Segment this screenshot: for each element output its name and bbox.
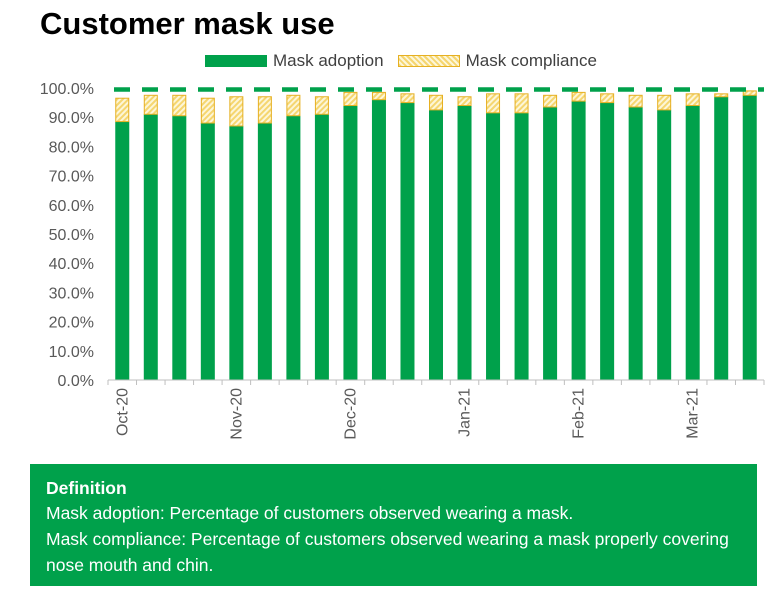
legend-label-compliance: Mask compliance — [465, 51, 597, 70]
bar-compliance — [343, 91, 358, 107]
bar-compliance — [457, 96, 472, 107]
bar-adoption — [600, 102, 615, 380]
y-tick-label: 30.0% — [49, 285, 94, 302]
bar-adoption — [571, 101, 586, 380]
bar-compliance — [742, 90, 757, 96]
x-tick-label: Nov-20 — [228, 388, 245, 440]
bar-compliance — [286, 94, 301, 117]
bar-adoption — [714, 96, 729, 380]
y-tick-label: 40.0% — [49, 256, 94, 273]
bar-compliance — [685, 93, 700, 107]
bar-adoption — [200, 123, 215, 380]
x-tick-label: Oct-20 — [114, 388, 131, 436]
bar-adoption — [172, 115, 187, 381]
definition-heading: Definition — [46, 478, 127, 498]
bar-adoption — [628, 106, 643, 380]
y-axis: 0.0% 10.0% 20.0% 30.0% 40.0% 50.0% 60.0% 70.0% 8… — [40, 81, 94, 390]
y-tick-label: 70.0% — [49, 169, 94, 186]
legend-item-adoption: Mask adoption — [205, 51, 384, 71]
legend-swatch-adoption — [205, 55, 267, 67]
y-tick-label: 90.0% — [49, 110, 94, 127]
chart-legend: Mask adoption Mask compliance — [205, 50, 611, 72]
bar-adoption — [314, 114, 329, 380]
bar-adoption — [229, 125, 244, 381]
bar-compliance — [172, 94, 187, 117]
bar-adoption — [742, 95, 757, 381]
definition-compliance-text: Mask compliance: Percentage of customers… — [46, 529, 729, 575]
bar-compliance — [257, 96, 272, 124]
bar-adoption — [371, 99, 386, 381]
bar-compliance — [314, 96, 329, 115]
x-tick-label: Jan-21 — [457, 388, 474, 437]
bar-compliance — [514, 93, 529, 114]
bar-compliance — [600, 93, 615, 104]
y-tick-label: 20.0% — [49, 315, 94, 332]
x-axis: Oct-20 Nov-20 Dec-20 Jan-21 Feb-21 Mar-21 — [107, 379, 765, 440]
bar-adoption — [543, 106, 558, 380]
bar-adoption — [685, 105, 700, 381]
bar-compliance — [115, 97, 130, 123]
y-tick-label: 10.0% — [49, 344, 94, 361]
bar-compliance — [486, 93, 501, 114]
legend-label-adoption: Mask adoption — [273, 51, 384, 70]
bar-chart: 0.0% 10.0% 20.0% 30.0% 40.0% 50.0% 60.0% 70.0% 8… — [40, 81, 765, 440]
bar-compliance — [714, 93, 729, 98]
y-tick-label: 50.0% — [49, 227, 94, 244]
x-tick-label: Mar-21 — [685, 388, 702, 439]
bar-compliance — [543, 94, 558, 108]
bar-compliance — [429, 94, 443, 111]
x-tick-label: Dec-20 — [342, 388, 359, 440]
bar-adoption — [486, 112, 501, 380]
x-tick-label: Feb-21 — [571, 388, 588, 439]
bars — [115, 90, 757, 381]
chart-title: Customer mask use — [40, 6, 335, 41]
bar-adoption — [657, 109, 672, 381]
bar-adoption — [343, 105, 358, 381]
bar-compliance — [229, 96, 244, 127]
bar-compliance — [200, 97, 215, 124]
bar-adoption — [286, 115, 301, 381]
definition-adoption-text: Mask adoption: Percentage of customers o… — [46, 503, 574, 523]
bar-adoption — [257, 123, 272, 380]
bar-compliance — [371, 91, 386, 101]
bar-adoption — [115, 121, 130, 380]
y-tick-label: 60.0% — [49, 198, 94, 215]
bar-adoption — [429, 109, 443, 381]
definition-box: Definition Mask adoption: Percentage of … — [30, 464, 757, 586]
bar-compliance — [657, 94, 672, 111]
y-tick-label: 100.0% — [40, 81, 94, 98]
bar-adoption — [400, 102, 415, 380]
bar-compliance — [143, 94, 158, 115]
y-tick-label: 80.0% — [49, 139, 94, 156]
legend-swatch-compliance — [397, 55, 460, 67]
bar-adoption — [514, 112, 529, 380]
bar-adoption — [457, 105, 472, 381]
bar-adoption — [143, 114, 158, 380]
y-tick-label: 0.0% — [58, 373, 94, 390]
bar-compliance — [628, 94, 643, 108]
legend-item-compliance: Mask compliance — [397, 51, 597, 71]
bar-compliance — [400, 93, 415, 104]
bar-compliance — [571, 91, 586, 102]
